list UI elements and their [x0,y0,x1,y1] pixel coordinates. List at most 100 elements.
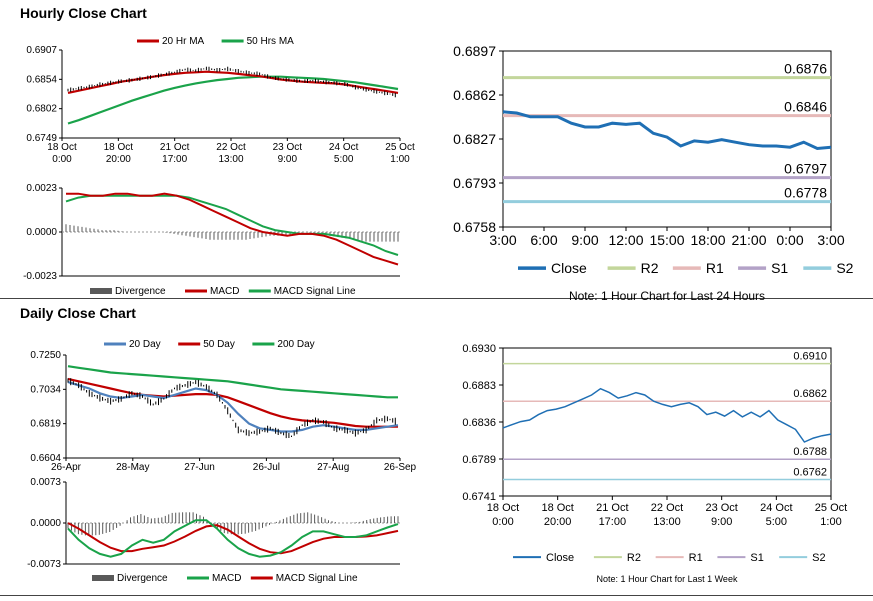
y-tick-label: 0.0023 [26,183,57,194]
hourly-macd-legend-label: MACD [210,286,239,297]
y-tick-label: 0.6741 [462,491,496,503]
y-tick-label: 0.7250 [30,350,61,361]
daily-section-title: Daily Close Chart [20,305,136,321]
macd-line [66,192,399,266]
level-label-r2: 0.6876 [784,61,827,77]
daily-macd-legend-swatch [92,575,114,581]
y-tick-label: 0.6854 [26,74,57,85]
daily-macd-legend-label: MACD Signal Line [276,573,358,584]
x-tick-label: 25 Oct 1:00 [815,502,847,528]
daily-price-legend-label: 50 Day [203,339,235,350]
x-tick-label: 26-Jul [253,462,280,473]
daily-macd-legend-label: MACD [212,573,241,584]
level-label-r2: 0.6910 [793,351,827,363]
x-tick-label: 18 Oct 20:00 [541,502,573,528]
chart-note: Note: 1 Hour Chart for Last 1 Week [597,574,738,584]
close-line [502,387,832,443]
x-tick-label: 21 Oct 17:00 [160,142,190,165]
bottom-divider [0,595,873,596]
x-tick-label: 6:00 [530,232,557,248]
x-tick-label: 24 Oct 5:00 [329,142,359,165]
y-tick-label: 0.6907 [26,45,57,56]
x-tick-label: 3:00 [489,232,516,248]
chart-note: Note: 1 Hour Chart for Last 24 Hours [569,289,765,303]
x-tick-label: 15:00 [649,232,684,248]
y-tick-label: 0.6793 [453,175,496,191]
x-tick-label: 24 Oct 5:00 [760,502,792,528]
daily-price-legend-label: 200 Day [277,339,314,350]
x-tick-label: 22 Oct 13:00 [216,142,246,165]
y-tick-label: 0.6789 [462,454,496,466]
x-tick-label: 26-Sep [384,462,417,473]
20-day-line [67,381,399,433]
legend-label: S2 [812,552,825,564]
daily-macd-chart: 0.0073 0.0000 -0.0073 Divergence MACD MACD Si… [27,477,400,584]
y-tick-label: 0.6827 [453,131,496,147]
hourly-section-title: Hourly Close Chart [20,5,147,21]
x-tick-label: 9:00 [571,232,598,248]
level-label-s2: 0.6762 [793,467,827,479]
y-tick-label: 0.6897 [453,43,496,59]
ma50-line [67,75,399,125]
hourly-macd-chart: 0.0023 0.0000 -0.0023 Divergence MACD MACD Si… [23,183,400,297]
y-tick-label: 0.0073 [30,477,61,488]
y-tick-label: 0.6749 [26,133,57,144]
macd-signal-line [65,194,399,256]
daily-macd-legend-label: Divergence [117,573,168,584]
y-tick-label: 0.6930 [462,343,496,355]
x-tick-label: 23 Oct 9:00 [705,502,737,528]
x-tick-label: 3:00 [817,232,844,248]
x-tick-label: 18 Oct 0:00 [487,502,519,528]
level-label-s2: 0.6778 [784,185,827,201]
legend-label: R2 [641,260,659,276]
y-tick-label: 0.0000 [30,518,61,529]
x-tick-label: 21 Oct 17:00 [596,502,628,528]
x-tick-label: 18 Oct 0:00 [47,142,77,165]
x-tick-label: 27-Aug [317,462,349,473]
y-tick-label: 0.6836 [462,417,496,429]
section-divider [0,298,873,299]
legend-label: Close [546,552,574,564]
y-tick-label: 0.6802 [26,104,57,115]
hourly-price-legend-label: 20 Hr MA [162,36,205,47]
200-day-line [67,365,398,399]
legend-label: S1 [771,260,788,276]
legend-label: R2 [627,552,641,564]
x-tick-label: 18 Oct 20:00 [104,142,134,165]
macd-line [67,519,399,558]
hourly-price-legend-label: 50 Hrs MA [247,36,295,47]
y-tick-label: 0.0000 [26,227,57,238]
x-tick-label: 21:00 [731,232,766,248]
level-label-s1: 0.6788 [793,446,827,458]
y-tick-label: 0.6758 [453,219,496,235]
y-tick-label: 0.6862 [453,87,496,103]
y-tick-label: 0.7034 [30,384,61,395]
y-tick-label: 0.6883 [462,380,496,392]
x-tick-label: 22 Oct 13:00 [651,502,683,528]
50-day-line [67,377,398,428]
ma20-line [67,70,399,94]
x-tick-label: 27-Jun [184,462,215,473]
y-tick-label: -0.0073 [27,559,61,570]
y-tick-label: 0.6819 [30,419,61,430]
legend-label: R1 [689,552,703,564]
legend-label: Close [551,260,587,276]
hourly-macd-legend-label: MACD Signal Line [274,286,356,297]
hourly-macd-legend-swatch [90,288,112,294]
x-tick-label: 23 Oct 9:00 [273,142,303,165]
legend-label: R1 [706,260,724,276]
y-tick-label: 0.6604 [30,453,61,464]
hourly-macd-legend-label: Divergence [115,286,166,297]
level-label-r1: 0.6846 [784,99,827,115]
level-label-s1: 0.6797 [784,161,827,177]
x-tick-label: 26-Apr [51,462,82,473]
x-tick-label: 12:00 [608,232,643,248]
x-tick-label: 18:00 [690,232,725,248]
legend-label: S1 [750,552,763,564]
macd-signal-line [67,522,399,555]
x-tick-label: 0:00 [776,232,803,248]
x-tick-label: 28-May [116,462,149,473]
